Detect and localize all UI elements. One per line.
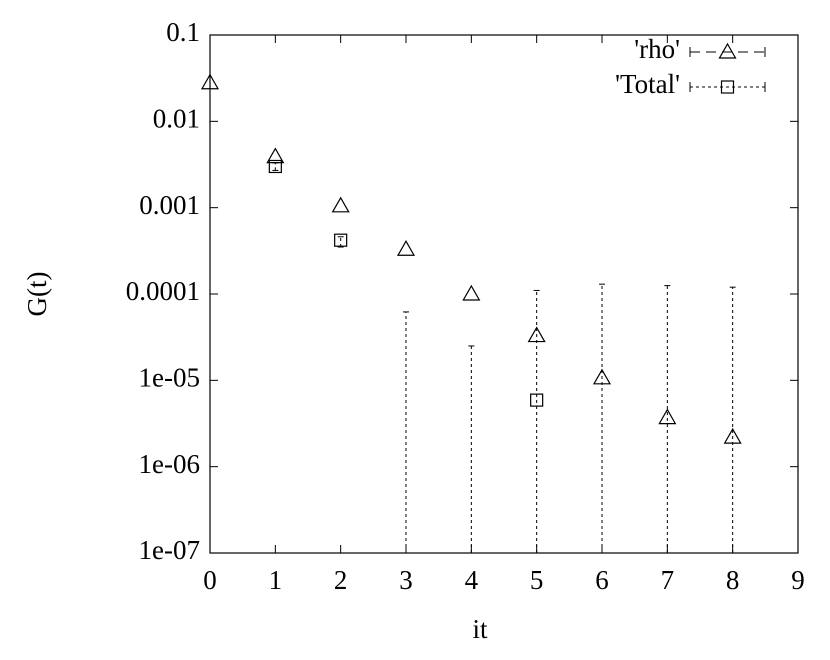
y-tick-label: 0.01	[153, 104, 200, 134]
square-marker	[334, 233, 348, 247]
legend-label: 'rho'	[634, 34, 680, 64]
x-axis-label: it	[472, 614, 488, 644]
square-marker	[268, 159, 282, 174]
x-tick-label: 3	[399, 565, 413, 595]
x-tick-label: 8	[726, 565, 740, 595]
plot-frame	[209, 34, 799, 554]
x-tick-label: 2	[334, 565, 348, 595]
legend-label: 'Total'	[615, 69, 680, 99]
x-tick-label: 9	[791, 565, 805, 595]
triangle-marker	[331, 196, 350, 213]
x-tick-label: 6	[595, 565, 609, 595]
y-tick-label: 1e-05	[139, 363, 200, 393]
y-tick-label: 1e-06	[139, 449, 200, 479]
x-tick-label: 0	[203, 565, 217, 595]
x-tick-label: 4	[465, 565, 479, 595]
triangle-marker	[658, 408, 677, 425]
y-tick-label: 0.001	[139, 190, 200, 220]
x-tick-label: 1	[269, 565, 283, 595]
y-tick-label: 0.0001	[126, 276, 200, 306]
y-axis-label: G(t)	[22, 272, 52, 317]
triangle-marker	[200, 73, 220, 90]
triangle-marker	[462, 284, 481, 301]
y-tick-label: 1e-07	[139, 535, 200, 565]
legend-marker	[718, 42, 737, 59]
x-tick-label: 7	[661, 565, 675, 595]
legend-marker	[720, 80, 735, 94]
square-marker	[530, 393, 544, 407]
triangle-marker	[396, 240, 416, 256]
x-tick-label: 5	[530, 565, 544, 595]
y-tick-label: 0.1	[166, 17, 200, 47]
